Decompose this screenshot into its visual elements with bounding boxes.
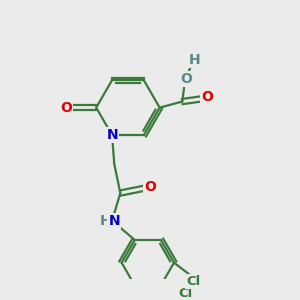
Text: O: O <box>180 72 192 86</box>
Text: Cl: Cl <box>186 275 200 288</box>
Text: O: O <box>61 100 72 115</box>
Text: H: H <box>189 53 201 67</box>
Text: N: N <box>109 214 120 228</box>
Text: H: H <box>100 214 112 228</box>
Text: Cl: Cl <box>178 286 193 300</box>
Text: O: O <box>201 90 213 104</box>
Text: N: N <box>106 128 118 142</box>
Text: O: O <box>144 180 156 194</box>
